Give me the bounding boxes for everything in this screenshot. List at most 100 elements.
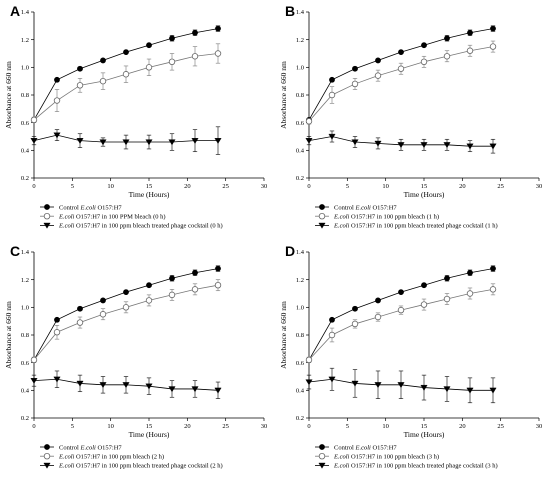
legend-text-post: O157:H7 in 100 ppm bleach (2 h) — [74, 454, 164, 461]
data-point — [99, 382, 107, 389]
data-point — [466, 290, 474, 297]
y-tick-label: 1.4 — [296, 9, 305, 16]
data-point — [99, 311, 107, 318]
data-point — [466, 387, 474, 394]
legend-text-italic: E.coli — [80, 444, 97, 451]
data-point — [490, 265, 496, 272]
legend-entry: Control E.coli O157:H7 — [334, 444, 397, 451]
data-point — [30, 138, 38, 144]
data-point — [420, 301, 428, 308]
y-tick-label: 0.4 — [296, 148, 305, 155]
legend-entry: Control E.coli O157:H7 — [334, 204, 397, 211]
data-point — [122, 382, 130, 389]
series-line — [33, 284, 219, 361]
legend-text-italic: E.coli — [333, 454, 350, 461]
data-point — [54, 316, 60, 323]
series-2 — [30, 43, 222, 124]
legend-text-italic: E.coli — [80, 204, 97, 211]
legend-marker — [318, 212, 326, 220]
y-axis-title: Absorbance at 660 nm — [279, 61, 288, 129]
legend-marker — [318, 222, 326, 229]
y-tick-label: 1.4 — [21, 9, 30, 16]
data-point — [169, 35, 175, 42]
data-point — [443, 142, 451, 149]
legend: Control E.coli O157:H7E.coli O157:H7 in … — [40, 444, 223, 470]
legend: Control E.coli O157:H7 E.coli O157:H7 in … — [315, 204, 498, 230]
data-point — [145, 64, 153, 71]
legend-text-post: O157:H7 — [371, 444, 398, 451]
legend-text-post: O157:H7 — [96, 204, 123, 211]
data-point — [398, 49, 404, 56]
y-tick-label: 0.6 — [21, 360, 30, 367]
data-point — [466, 47, 474, 54]
x-tick-label: 15 — [146, 423, 153, 430]
data-point — [77, 305, 83, 312]
data-point — [398, 289, 404, 296]
y-tick-label: 1.0 — [21, 65, 29, 72]
series-3 — [30, 370, 222, 399]
y-tick-label: 1.2 — [296, 277, 304, 284]
x-tick-label: 30 — [536, 423, 543, 430]
data-point — [30, 378, 38, 384]
y-tick-label: 1.2 — [21, 277, 29, 284]
panel-label: B — [285, 3, 295, 19]
data-point — [352, 65, 358, 72]
y-tick-label: 1.0 — [21, 305, 29, 312]
data-point — [375, 297, 381, 304]
data-point — [443, 295, 451, 303]
x-axis-title: Time (Hours) — [404, 190, 445, 199]
series-line — [33, 268, 219, 361]
legend-marker — [318, 462, 326, 469]
data-point — [466, 143, 474, 150]
x-tick-label: 15 — [146, 183, 153, 190]
data-point — [467, 29, 473, 36]
panel-label: D — [285, 243, 295, 259]
data-point — [351, 320, 359, 328]
x-axis-title: Time (Hours) — [404, 430, 445, 439]
legend-text-post: O157:H7 — [96, 444, 123, 451]
data-point — [328, 91, 336, 99]
data-point — [467, 269, 473, 276]
x-tick-label: 10 — [382, 183, 389, 190]
legend-text-italic: E.coli — [58, 214, 75, 221]
data-point — [444, 35, 450, 42]
series-2 — [305, 283, 497, 364]
legend-text-pre: Control — [59, 204, 81, 211]
data-point — [443, 386, 451, 393]
data-point — [191, 286, 199, 293]
legend-entry: E.coli O157:H7 in 100 ppm bleach treated… — [333, 223, 498, 230]
data-point — [168, 386, 176, 393]
data-point — [53, 132, 61, 139]
legend-entry: E.coli O157:H7 in 100 ppm bleach treated… — [58, 223, 223, 230]
legend-marker — [44, 204, 50, 210]
legend-entry: E.coli O157:H7 in 100 ppm bleach (3 h) — [333, 454, 439, 461]
data-point — [305, 138, 313, 144]
series-line — [308, 46, 494, 122]
legend-text-italic: E.coli — [58, 223, 75, 230]
data-point — [305, 379, 313, 386]
data-point — [329, 316, 335, 323]
legend-marker — [319, 444, 325, 450]
legend-marker — [43, 452, 51, 460]
chart-panel-d: D 0.2 0.4 0.6 0.8 1.0 1.2 1.4 0 5 10 15 20 25 30 Time (… — [279, 243, 542, 470]
legend-text-italic: E.coli — [333, 463, 350, 470]
data-point — [397, 382, 405, 389]
data-point — [489, 387, 497, 394]
panel-label: C — [10, 243, 20, 259]
x-tick-label: 25 — [497, 183, 504, 190]
legend-marker — [44, 444, 50, 450]
y-tick-label: 0.6 — [296, 120, 305, 127]
data-point — [192, 29, 198, 36]
data-point — [122, 139, 130, 146]
data-point — [168, 58, 176, 65]
x-tick-label: 15 — [421, 423, 428, 430]
data-point — [328, 376, 336, 383]
y-tick-label: 0.8 — [21, 92, 29, 99]
data-point — [77, 65, 83, 72]
y-axis-title: Absorbance at 660 nm — [279, 301, 288, 369]
x-tick-label: 5 — [346, 183, 349, 190]
data-point — [122, 71, 130, 78]
data-point — [146, 42, 152, 49]
data-point — [53, 97, 61, 104]
data-point — [420, 58, 428, 65]
